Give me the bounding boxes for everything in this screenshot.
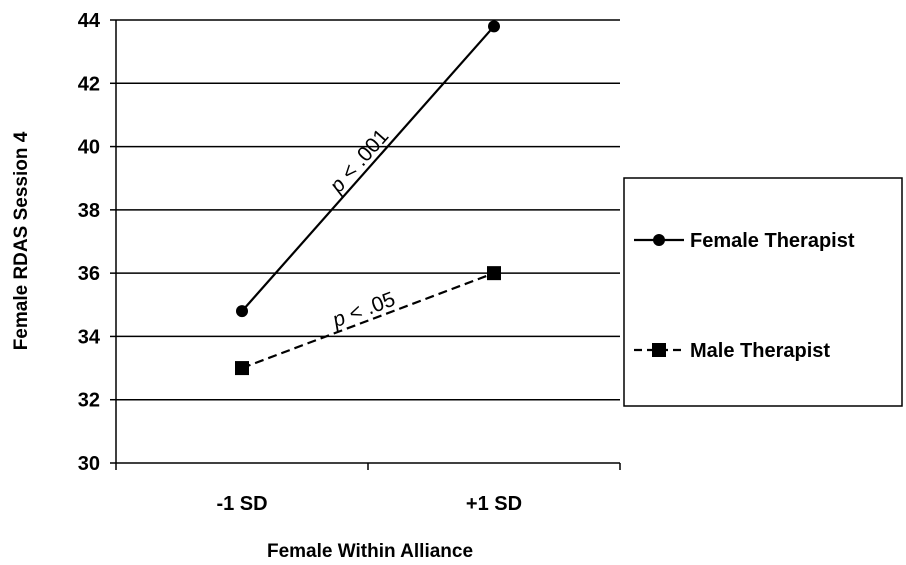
- legend-item-female-therapist: Female Therapist: [634, 230, 855, 252]
- y-axis-title: Female RDAS Session 4: [11, 131, 32, 350]
- legend-marker-male-therapist: [652, 343, 666, 357]
- gridlines: [116, 19, 620, 401]
- y-tick-label: 32: [78, 390, 100, 412]
- series-male-therapist: [235, 266, 501, 376]
- y-tick-label: 34: [78, 326, 101, 348]
- legend: Female Therapist Male Therapist: [623, 177, 903, 407]
- series-layer: [235, 20, 501, 376]
- data-point-female-therapist: [236, 305, 248, 318]
- data-point-male-therapist: [487, 266, 501, 281]
- x-tick-label: +1 SD: [466, 493, 522, 515]
- significance-annotation: p < .05: [329, 288, 399, 333]
- y-tick-label: 38: [78, 200, 100, 222]
- legend-box: [623, 177, 903, 407]
- y-tick-label: 30: [78, 453, 100, 475]
- x-axis-ticks: -1 SD +1 SD: [115, 463, 621, 515]
- series-female-therapist: [236, 20, 500, 318]
- annotations: p < .001 p < .05: [325, 125, 399, 333]
- legend-item-male-therapist: Male Therapist: [634, 340, 830, 362]
- data-point-male-therapist: [235, 361, 249, 376]
- axes: [115, 20, 620, 464]
- legend-marker-female-therapist: [653, 234, 665, 246]
- legend-label: Male Therapist: [690, 340, 830, 362]
- legend-items: Female Therapist Male Therapist: [634, 230, 855, 362]
- y-tick-label: 40: [78, 137, 100, 159]
- y-axis-ticks: 30 32 34 36 38 40 42 44: [78, 10, 116, 475]
- series-line-male-therapist: [241, 272, 495, 370]
- y-tick-label: 42: [78, 73, 100, 95]
- x-axis-title: Female Within Alliance: [267, 541, 473, 562]
- legend-label: Female Therapist: [690, 230, 855, 252]
- series-line-female-therapist: [241, 25, 495, 312]
- significance-annotation: p < .001: [325, 125, 394, 198]
- data-point-female-therapist: [488, 20, 500, 33]
- x-tick-label: -1 SD: [216, 493, 267, 515]
- y-tick-label: 36: [78, 263, 100, 285]
- y-tick-label: 44: [78, 10, 101, 32]
